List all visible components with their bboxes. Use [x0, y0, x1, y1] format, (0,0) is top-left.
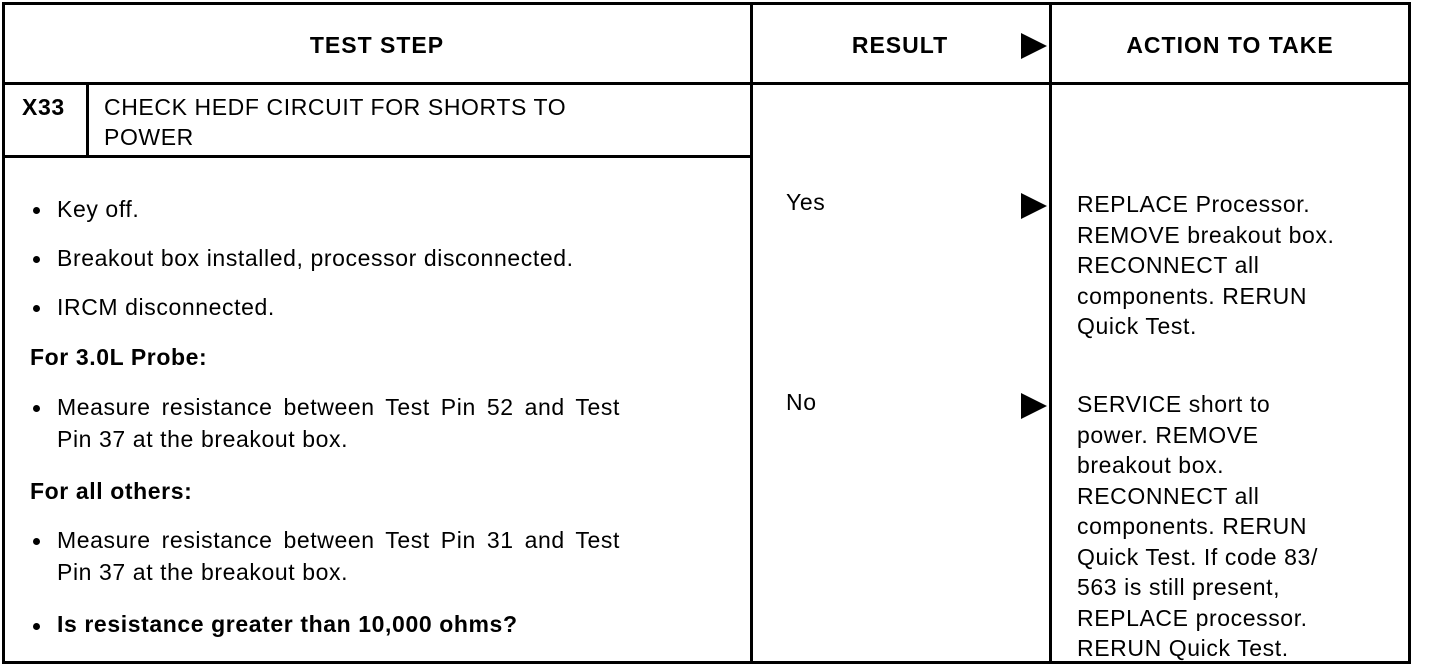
result-no: No: [786, 389, 817, 415]
step-title-2: POWER: [104, 124, 194, 150]
action-line: components. RERUN: [1077, 282, 1308, 309]
procedure-question: Is resistance greater than 10,000 ohms?: [57, 611, 518, 637]
result-arrow-icon: [1021, 393, 1047, 419]
procedure-item: Key off.: [57, 196, 140, 222]
border-top: [2, 2, 1411, 5]
action-line: breakout box.: [1077, 452, 1225, 478]
bullet-icon: [33, 623, 40, 630]
action-line: REMOVE breakout box.: [1077, 221, 1335, 248]
result-yes: Yes: [786, 189, 826, 215]
action-line: power. REMOVE: [1077, 421, 1259, 448]
bullet-icon: [33, 207, 40, 214]
procedure-heading: For 3.0L Probe:: [30, 344, 208, 370]
procedure-item: Breakout box installed, processor discon…: [57, 245, 574, 271]
step-id: X33: [22, 94, 65, 120]
action-line: Quick Test. If code 83/: [1077, 543, 1318, 570]
bullet-icon: [33, 305, 40, 312]
header-result: RESULT: [851, 32, 949, 58]
col-divider-2: [1049, 2, 1052, 664]
action-line: Quick Test.: [1077, 313, 1197, 339]
procedure-heading: For all others:: [30, 478, 193, 504]
procedure-item: Measure resistance between Test Pin 52 a…: [57, 394, 620, 420]
action-line: RECONNECT all: [1077, 482, 1260, 509]
bullet-icon: [33, 538, 40, 545]
action-line: RERUN Quick Test.: [1077, 635, 1289, 661]
action-line: REPLACE processor.: [1077, 604, 1308, 631]
action-line: SERVICE short to: [1077, 391, 1271, 417]
procedure-item: Measure resistance between Test Pin 31 a…: [57, 527, 620, 553]
border-bottom: [2, 661, 1411, 664]
border-left: [2, 2, 5, 664]
procedure-item: Pin 37 at the breakout box.: [57, 426, 349, 452]
header-action: ACTION TO TAKE: [1126, 32, 1334, 58]
step-title-1: CHECK HEDF CIRCUIT FOR SHORTS TO: [104, 94, 567, 120]
header-divider: [2, 82, 1411, 85]
action-line: 563 is still present,: [1077, 574, 1281, 600]
bullet-icon: [33, 405, 40, 412]
border-right: [1408, 2, 1411, 662]
step-id-divider: [86, 84, 89, 156]
procedure-item: IRCM disconnected.: [57, 294, 275, 320]
procedure-item: Pin 37 at the breakout box.: [57, 559, 349, 585]
header-arrow-icon: [1021, 33, 1047, 59]
result-arrow-icon: [1021, 193, 1047, 219]
bullet-icon: [33, 256, 40, 263]
header-test-step: TEST STEP: [309, 32, 445, 58]
col-divider-1: [750, 2, 753, 664]
step-divider: [2, 155, 752, 158]
action-line: REPLACE Processor.: [1077, 191, 1311, 217]
action-line: components. RERUN: [1077, 513, 1308, 539]
action-line: RECONNECT all: [1077, 252, 1260, 278]
